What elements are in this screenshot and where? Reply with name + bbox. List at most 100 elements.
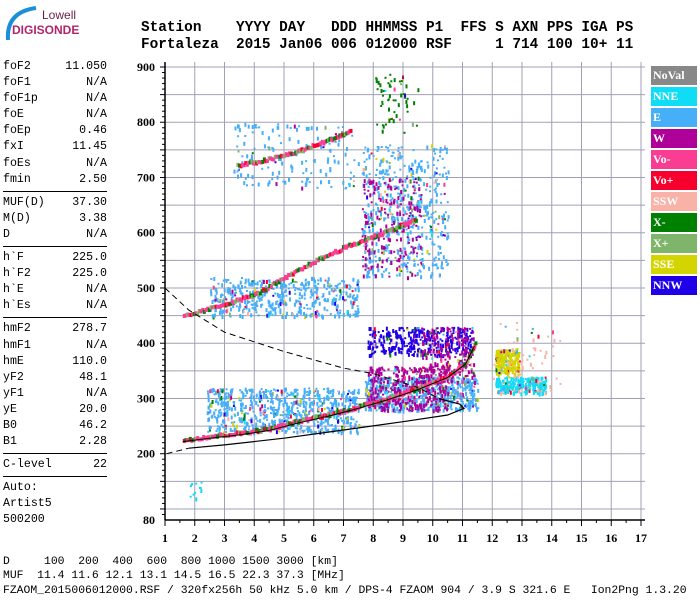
echo-point — [462, 362, 465, 365]
echo-point — [200, 489, 203, 493]
echo-point — [378, 210, 381, 213]
param-name: M(D) — [3, 211, 31, 225]
echo-point — [246, 422, 249, 427]
echo-point — [425, 342, 428, 345]
echo-point — [424, 352, 427, 357]
echo-point — [458, 334, 461, 339]
echo-point — [508, 356, 511, 359]
echo-point — [361, 172, 364, 175]
echo-point — [294, 413, 297, 415]
echo-point — [462, 387, 465, 390]
echo-point — [512, 365, 515, 370]
echo-point — [437, 367, 440, 370]
echo-point — [543, 384, 546, 386]
echo-point — [388, 244, 390, 246]
echo-point — [195, 497, 198, 502]
echo-point — [362, 255, 365, 258]
echo-point — [522, 381, 524, 384]
echo-point — [387, 334, 390, 338]
second-hop-point — [232, 301, 236, 306]
echo-point — [426, 388, 429, 393]
echo-point — [460, 328, 463, 331]
echo-point — [308, 404, 311, 409]
echo-point — [206, 411, 209, 416]
echo-point — [239, 280, 242, 285]
echo-point — [367, 394, 370, 399]
echo-point — [239, 288, 242, 293]
echo-point — [380, 217, 383, 220]
echo-point — [472, 331, 475, 334]
echo-point — [311, 276, 313, 281]
echo-point — [413, 189, 416, 192]
echo-point — [387, 99, 390, 102]
param-row: C-level 22 — [3, 457, 107, 473]
echo-point — [304, 405, 307, 408]
echo-point — [325, 418, 328, 423]
second-hop-point — [382, 230, 386, 235]
echo-point — [390, 201, 393, 206]
o-trace-point — [339, 409, 343, 414]
echo-point — [270, 389, 273, 392]
echo-point — [352, 301, 355, 306]
echo-point — [425, 340, 428, 345]
echo-point — [516, 337, 519, 342]
echo-point — [434, 373, 437, 376]
echo-point — [259, 414, 262, 417]
echo-point — [518, 388, 521, 391]
echo-point — [420, 215, 423, 218]
echo-point — [424, 214, 427, 217]
echo-point — [397, 103, 400, 108]
o-trace-point — [439, 376, 443, 381]
echo-point — [369, 259, 372, 264]
echo-point — [433, 403, 436, 408]
o-trace-point — [266, 427, 269, 432]
echo-point — [352, 175, 355, 178]
profile-extrapolation-lower — [166, 447, 189, 455]
echo-point — [362, 152, 365, 154]
echo-point — [304, 287, 307, 292]
echo-point — [421, 330, 424, 335]
echo-point — [526, 358, 529, 361]
echo-point — [267, 407, 269, 410]
second-hop-point — [194, 311, 198, 316]
echo-point — [371, 394, 374, 397]
echo-point — [430, 371, 433, 374]
x-tick-label: 2 — [192, 531, 198, 545]
header-values: Fortaleza 2015 Jan06 006 012000 RSF 1 71… — [141, 37, 634, 53]
echo-point — [446, 350, 449, 353]
echo-point — [219, 408, 222, 411]
echo-point — [403, 164, 406, 167]
echo-point — [449, 330, 452, 333]
x-tick-label: 4 — [251, 531, 257, 545]
echo-point — [398, 272, 401, 277]
echo-point — [220, 403, 223, 406]
echo-point — [425, 402, 428, 407]
echo-point — [440, 358, 443, 363]
echo-point — [422, 394, 425, 397]
echo-point — [395, 384, 397, 387]
echo-point — [389, 382, 392, 385]
echo-point — [373, 397, 376, 400]
echo-point — [388, 119, 391, 123]
echo-point — [328, 407, 331, 412]
legend-item-sse: SSE — [651, 255, 697, 274]
echo-point — [327, 428, 330, 433]
echo-point — [278, 158, 280, 161]
echo-point — [441, 148, 444, 151]
echo-point — [363, 188, 366, 191]
echo-point — [223, 396, 226, 401]
echo-point — [396, 406, 399, 411]
echo-point — [287, 287, 290, 290]
echo-point — [249, 390, 252, 393]
second-hop-point — [199, 309, 203, 314]
echo-point — [401, 155, 404, 158]
echo-point — [402, 329, 405, 332]
echo-point — [296, 424, 299, 427]
echo-point — [392, 403, 395, 406]
second-hop-point — [209, 305, 213, 310]
echo-point — [249, 158, 252, 161]
echo-point — [244, 387, 247, 392]
echo-point — [248, 388, 251, 391]
echo-point — [460, 331, 463, 334]
echo-point — [276, 175, 279, 180]
